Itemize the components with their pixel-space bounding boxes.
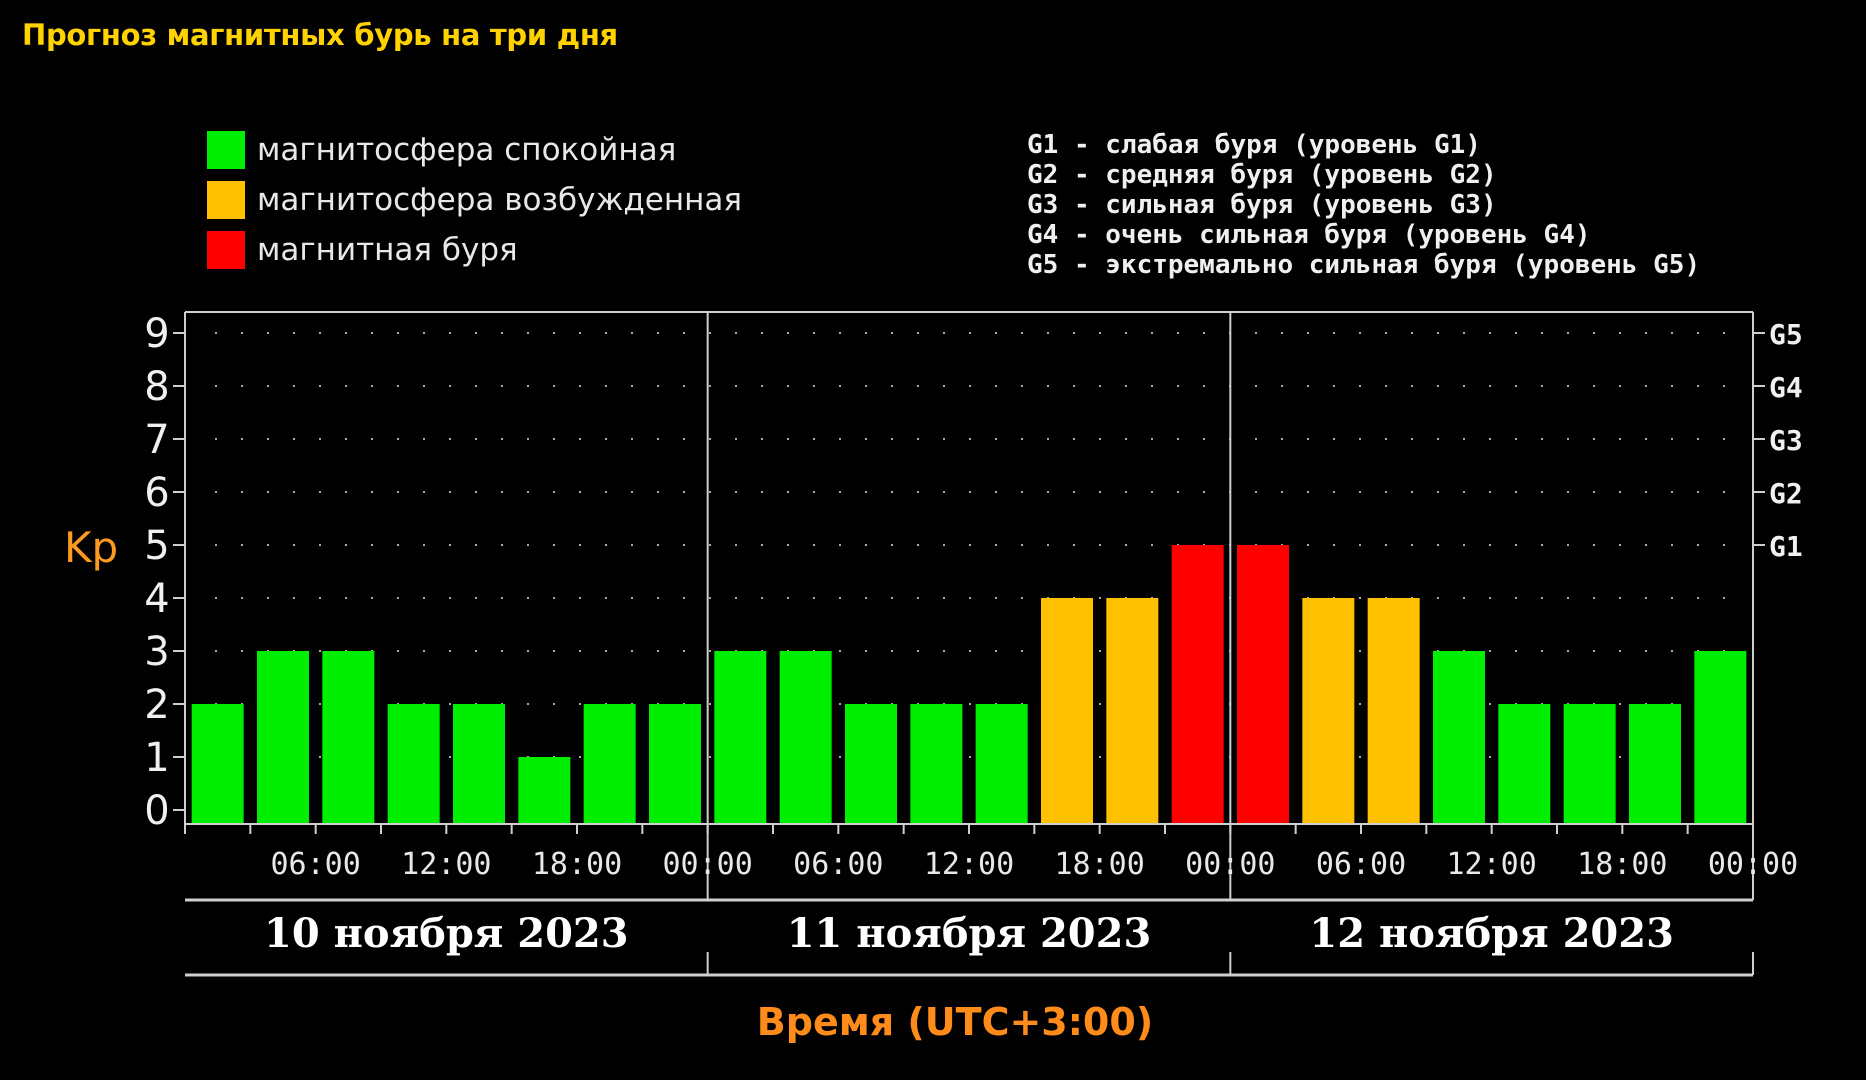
y-tick-label: 3 bbox=[144, 629, 169, 675]
kp-bar bbox=[845, 704, 897, 823]
storm-level-g4: G4 - очень сильная буря (уровень G4) bbox=[1027, 220, 1591, 250]
legend-label-active: магнитосфера возбужденная bbox=[257, 182, 743, 218]
x-tick-label: 12:00 bbox=[1447, 847, 1537, 882]
g-level-label: G1 bbox=[1769, 530, 1803, 563]
kp-bar bbox=[191, 704, 244, 823]
kp-bar bbox=[1629, 704, 1681, 823]
x-tick-label: 00:00 bbox=[1185, 847, 1275, 882]
storm-levels-list: G1 - слабая буря (уровень G1) G2 - средн… bbox=[1027, 130, 1700, 280]
legend-item-storm: магнитная буря bbox=[207, 230, 518, 270]
storm-level-g1: G1 - слабая буря (уровень G1) bbox=[1027, 130, 1481, 160]
g-level-label: G3 bbox=[1769, 424, 1803, 457]
kp-bar bbox=[910, 704, 963, 823]
x-tick-label: 00:00 bbox=[1708, 847, 1798, 882]
kp-bar bbox=[387, 704, 440, 823]
legend-swatch-storm bbox=[207, 231, 245, 269]
legend-item-active: магнитосфера возбужденная bbox=[207, 180, 742, 220]
x-tick-label: 12:00 bbox=[401, 847, 491, 882]
x-tick-label: 18:00 bbox=[1055, 847, 1145, 882]
kp-bar bbox=[322, 651, 375, 823]
storm-level-g2: G2 - средняя буря (уровень G2) bbox=[1027, 160, 1497, 190]
y-axis-label: Kp bbox=[64, 523, 118, 572]
y-tick-label: 2 bbox=[144, 682, 169, 728]
x-tick-label: 06:00 bbox=[793, 847, 883, 882]
kp-bar bbox=[583, 704, 636, 823]
kp-bar bbox=[1563, 704, 1616, 823]
storm-level-g5: G5 - экстремально сильная буря (уровень … bbox=[1027, 250, 1701, 280]
g-level-label: G2 bbox=[1769, 477, 1803, 510]
y-tick-label: 0 bbox=[144, 788, 169, 834]
kp-bar bbox=[1694, 651, 1747, 823]
kp-bar bbox=[1302, 598, 1355, 823]
legend-item-quiet: магнитосфера спокойная bbox=[207, 130, 676, 170]
kp-bar bbox=[975, 704, 1028, 823]
kp-bar bbox=[518, 757, 571, 823]
kp-bar bbox=[1498, 704, 1551, 823]
legend-swatch-quiet bbox=[207, 131, 245, 169]
day-label: 12 ноября 2023 bbox=[1309, 910, 1674, 957]
day-label: 11 ноября 2023 bbox=[787, 910, 1152, 957]
x-tick-label: 12:00 bbox=[924, 847, 1014, 882]
kp-bar bbox=[714, 651, 767, 823]
kp-bar bbox=[1106, 598, 1159, 823]
y-tick-label: 7 bbox=[144, 417, 169, 463]
x-tick-label: 18:00 bbox=[532, 847, 622, 882]
day-label: 10 ноября 2023 bbox=[264, 910, 629, 957]
y-tick-label: 6 bbox=[144, 470, 169, 516]
y-tick-label: 8 bbox=[144, 364, 169, 410]
kp-bar bbox=[1433, 651, 1485, 823]
legend-label-quiet: магнитосфера спокойная bbox=[257, 132, 677, 168]
kp-bar bbox=[453, 704, 505, 823]
kp-bar bbox=[1171, 545, 1224, 823]
y-tick-label: 9 bbox=[144, 311, 169, 357]
kp-bar bbox=[1041, 598, 1093, 823]
g-level-label: G4 bbox=[1769, 371, 1803, 404]
x-axis-label: Время (UTC+3:00) bbox=[757, 1000, 1153, 1044]
page-title: Прогноз магнитных бурь на три дня bbox=[22, 18, 618, 52]
y-tick-label: 5 bbox=[144, 523, 169, 569]
kp-bar bbox=[1367, 598, 1420, 823]
legend-swatch-active bbox=[207, 181, 245, 219]
x-tick-label: 00:00 bbox=[663, 847, 753, 882]
y-tick-label: 4 bbox=[144, 576, 169, 622]
x-tick-label: 06:00 bbox=[271, 847, 361, 882]
y-tick-label: 1 bbox=[144, 735, 169, 781]
kp-bar bbox=[649, 704, 701, 823]
x-tick-label: 06:00 bbox=[1316, 847, 1406, 882]
kp-bar bbox=[1237, 545, 1289, 823]
g-level-label: G5 bbox=[1769, 318, 1803, 351]
legend-label-storm: магнитная буря bbox=[257, 232, 518, 268]
kp-bar bbox=[779, 651, 832, 823]
kp-bar bbox=[257, 651, 309, 823]
x-tick-label: 18:00 bbox=[1577, 847, 1667, 882]
storm-level-g3: G3 - сильная буря (уровень G3) bbox=[1027, 190, 1497, 220]
